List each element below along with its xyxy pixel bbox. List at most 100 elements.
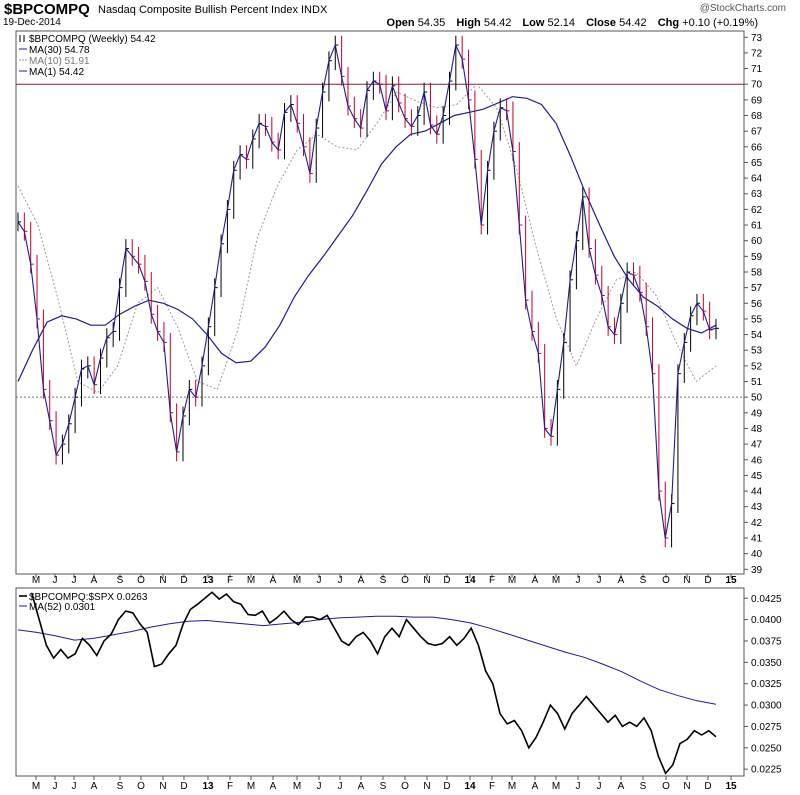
y-tick-label: 40 [751, 549, 763, 560]
x-tick-label: N [159, 781, 166, 792]
y-tick-label: 56 [751, 299, 763, 310]
ma10-line [17, 83, 717, 394]
y-tick-label: 0.0425 [751, 594, 782, 605]
y-tick-label: 51 [751, 377, 763, 388]
x-tick-label: 15 [725, 575, 737, 586]
main-panel-frame [15, 30, 745, 575]
y-tick-label: 49 [751, 408, 763, 419]
x-tick-label: N [423, 575, 430, 586]
x-tick-label: M [508, 575, 516, 586]
x-tick-label: A [270, 575, 277, 586]
x-tick-label: J [576, 781, 581, 792]
x-tick-label: M [552, 575, 560, 586]
x-tick-label: M [247, 781, 255, 792]
x-tick-label: M [247, 575, 255, 586]
y-tick-label: 52 [751, 361, 763, 372]
ohlc-readout: Open 54.35 High 54.42 Low 52.14 Close 54… [387, 17, 766, 29]
y-tick-label: 61 [751, 221, 763, 232]
legend-entry: MA(52) 0.0301 [29, 602, 96, 613]
y-tick-label: 41 [751, 534, 763, 545]
ratio-ma52-line [17, 615, 717, 705]
y-tick-label: 59 [751, 252, 763, 263]
y-tick-label: 66 [751, 142, 763, 153]
y-tick-label: 63 [751, 189, 763, 200]
x-tick-label: J [338, 781, 343, 792]
y-tick-label: 62 [751, 205, 763, 216]
x-tick-label: S [117, 575, 124, 586]
y-tick-label: 64 [751, 174, 763, 185]
y-tick-label: 42 [751, 518, 763, 529]
legend-entry: $BPCOMPQ (Weekly) 54.42 [29, 34, 156, 45]
x-tick-label: F [489, 781, 495, 792]
x-tick-label: O [401, 781, 409, 792]
x-tick-label: M [293, 575, 301, 586]
close-label: Close [586, 17, 617, 29]
symbol-title: $BPCOMPQ [4, 1, 90, 18]
y-tick-label: 0.0250 [751, 743, 782, 754]
x-tick-label: J [53, 781, 58, 792]
x-tick-label: 14 [464, 575, 476, 586]
ma30-line [17, 96, 717, 382]
y-tick-label: 0.0275 [751, 722, 782, 733]
x-tick-label: J [317, 781, 322, 792]
ma1-line [17, 43, 717, 539]
y-tick-label: 0.0350 [751, 658, 782, 669]
y-tick-label: 47 [751, 440, 763, 451]
x-tick-label: S [380, 575, 387, 586]
x-tick-label: O [137, 781, 145, 792]
x-tick-label: J [597, 781, 602, 792]
x-tick-label: N [683, 781, 690, 792]
x-tick-label: D [180, 575, 187, 586]
x-tick-label: D [180, 781, 187, 792]
x-tick-label: 13 [202, 575, 214, 586]
x-tick-label: M [508, 781, 516, 792]
legend-entry: MA(10) 51.91 [29, 56, 90, 67]
x-tick-label: A [532, 575, 539, 586]
y-tick-label: 0.0300 [751, 701, 782, 712]
y-tick-label: 55 [751, 314, 763, 325]
y-tick-label: 60 [751, 236, 763, 247]
open-label: Open [386, 17, 415, 29]
y-tick-label: 45 [751, 471, 763, 482]
low-label: Low [522, 17, 545, 29]
x-tick-label: A [532, 781, 539, 792]
chart-date: 19-Dec-2014 [3, 17, 61, 28]
ratio-panel: 0.0225 0.0250 0.0275 0.0300 0.0325 0.0350 0.03… [17, 591, 782, 792]
y-tick-label: 0.0325 [751, 679, 782, 690]
x-tick-label: O [401, 575, 409, 586]
legend-entry: MA(1) 54.42 [29, 67, 84, 78]
y-tick-label: 48 [751, 424, 763, 435]
x-tick-label: M [552, 781, 560, 792]
x-tick-label: 14 [464, 781, 476, 792]
x-tick-label: S [117, 781, 124, 792]
chg-value: +0.10 (+0.19%) [682, 17, 758, 29]
y-tick-label: 0.0375 [751, 636, 782, 647]
x-tick-label: A [270, 781, 277, 792]
x-tick-label: A [358, 575, 365, 586]
y-tick-label: 71 [751, 64, 763, 75]
x-tick-label: S [640, 781, 647, 792]
x-tick-label: S [640, 575, 647, 586]
ratio-line [31, 591, 717, 775]
chart-header: $BPCOMPQ Nasdaq Composite Bullish Percen… [0, 0, 800, 18]
x-tick-label: M [293, 781, 301, 792]
x-tick-label: F [227, 781, 233, 792]
open-value: 54.35 [417, 17, 446, 29]
legend-entry: $BPCOMPQ:$SPX 0.0263 [29, 592, 148, 603]
ratio-panel-frame [15, 587, 745, 777]
x-tick-label: A [618, 575, 625, 586]
y-tick-label: 70 [751, 80, 763, 91]
x-tick-label: 13 [202, 781, 214, 792]
y-tick-label: 73 [751, 33, 763, 44]
y-tick-label: 46 [751, 455, 763, 466]
y-tick-label: 39 [751, 565, 763, 576]
brand-label: @StockCharts.com [699, 3, 786, 14]
x-tick-label: N [683, 575, 690, 586]
x-tick-label: J [53, 575, 58, 586]
x-tick-label: O [662, 575, 670, 586]
y-tick-label: 68 [751, 111, 763, 122]
x-tick-label: A [618, 781, 625, 792]
high-label: High [456, 17, 481, 29]
